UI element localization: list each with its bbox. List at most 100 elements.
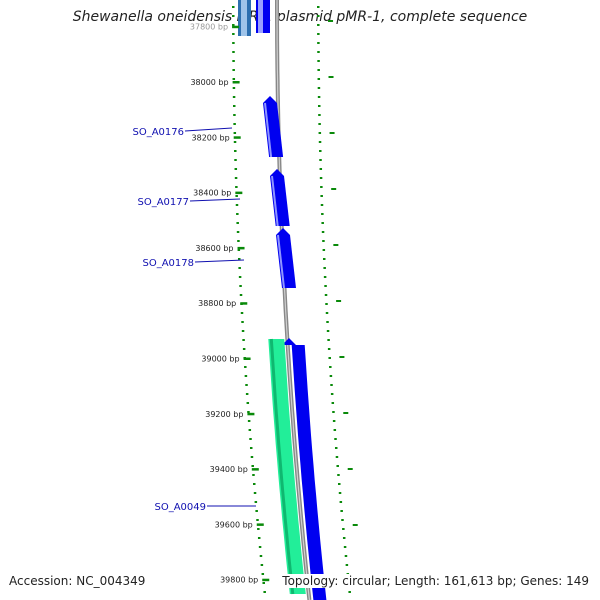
outer-dot [319,150,322,152]
outer-dot [317,87,321,89]
outer-dot [341,519,344,521]
outer-dot [339,501,343,503]
outer-dot [321,231,325,233]
outer-dash [352,524,358,526]
outer-dot [342,528,345,530]
outer-dash [339,356,345,358]
gene-so-a0049 [268,339,306,594]
inner-dot [246,402,250,404]
outer-dot [343,546,347,548]
inner-dot [261,573,265,575]
map-title: Shewanella oneidensis MR-1 plasmid pMR-1… [72,9,528,25]
outer-dot [323,276,327,278]
outer-dash [336,300,342,302]
cds-so-a0178-highlight [277,234,285,289]
inner-dot [245,384,248,386]
ruler-tick-label: 39800 bp [220,576,258,585]
outer-dot [327,339,330,341]
inner-dot [242,339,245,341]
outer-dot [330,384,333,386]
outer-dot [320,186,323,188]
outer-dot [321,213,324,215]
outer-dot [322,240,325,242]
outer-dash [343,412,349,414]
inner-dot [241,321,244,323]
outer-dot [317,51,320,53]
inner-dot [236,213,239,215]
outer-dot [326,330,330,332]
inner-dot [248,429,252,431]
ruler-tick-label: 38200 bp [192,133,230,142]
inner-dot [233,141,237,143]
inner-dot [236,222,239,224]
inner-dot [240,312,244,314]
inner-dot [259,555,263,557]
partial-feature-right-highlight [258,0,263,33]
inner-dot [238,267,241,269]
inner-dot [232,51,235,53]
inner-dot [244,375,248,377]
inner-dot [241,330,245,332]
inner-dot [236,231,240,233]
gene-label: SO_A0178 [142,258,194,269]
inner-dot [234,168,238,170]
outer-dot [333,429,337,431]
ruler-tick-label: 39600 bp [215,520,253,529]
inner-dot [250,456,254,458]
inner-dot [249,447,253,449]
outer-dot [332,420,336,422]
outer-dot [319,177,323,179]
outer-dot [324,294,328,296]
inner-dot [239,294,243,296]
outer-dot [317,78,321,80]
ruler-ticks: 37800 bp 38000 bp 38200 bp 38400 bp 38600 bp… [190,23,270,585]
outer-dot [317,96,321,98]
outer-dot [318,114,321,116]
backbone-highlight [276,0,310,600]
outer-dot [335,456,339,458]
cds-so-a0176 [263,96,284,157]
gene-label: SO_A0176 [132,127,184,138]
gene-features [238,0,327,600]
outer-dot [342,537,346,539]
ruler-tick [262,578,270,582]
outer-dot [344,555,348,557]
inner-dot [238,276,242,278]
ruler-tick-label: 38800 bp [198,299,236,308]
outer-dot [337,483,341,485]
inner-dot [254,501,258,503]
inner-dot [253,492,257,494]
inner-dot [255,510,258,512]
outer-dot [337,474,340,476]
inner-dot [232,105,236,107]
inner-dot [235,186,238,188]
gene-label-leader [189,198,241,202]
inner-dot [232,96,236,98]
outer-dot [325,303,328,305]
inner-dot [247,411,250,413]
outer-dot [320,195,323,197]
inner-dot [242,348,246,350]
gene-label-leader [194,259,245,263]
outer-dot [318,123,321,125]
inner-dot [235,204,239,206]
ruler-tick [251,468,259,471]
outer-dot [325,312,329,314]
outer-dot [322,258,326,260]
outer-dot [328,357,331,359]
cds-so-a0177 [270,169,290,226]
ruler-tick [243,357,251,360]
outer-dot [345,564,349,566]
inner-dot [232,6,235,8]
inner-dot [232,15,235,17]
ruler-tick [240,302,248,305]
inner-dot [232,42,235,44]
ruler-tick [247,412,255,416]
outer-dot [348,591,351,593]
gene-label: SO_A0177 [137,197,189,208]
outer-dot [318,132,322,134]
ruler-tick [235,191,243,195]
inner-dot [237,258,241,260]
inner-dot [237,240,240,242]
